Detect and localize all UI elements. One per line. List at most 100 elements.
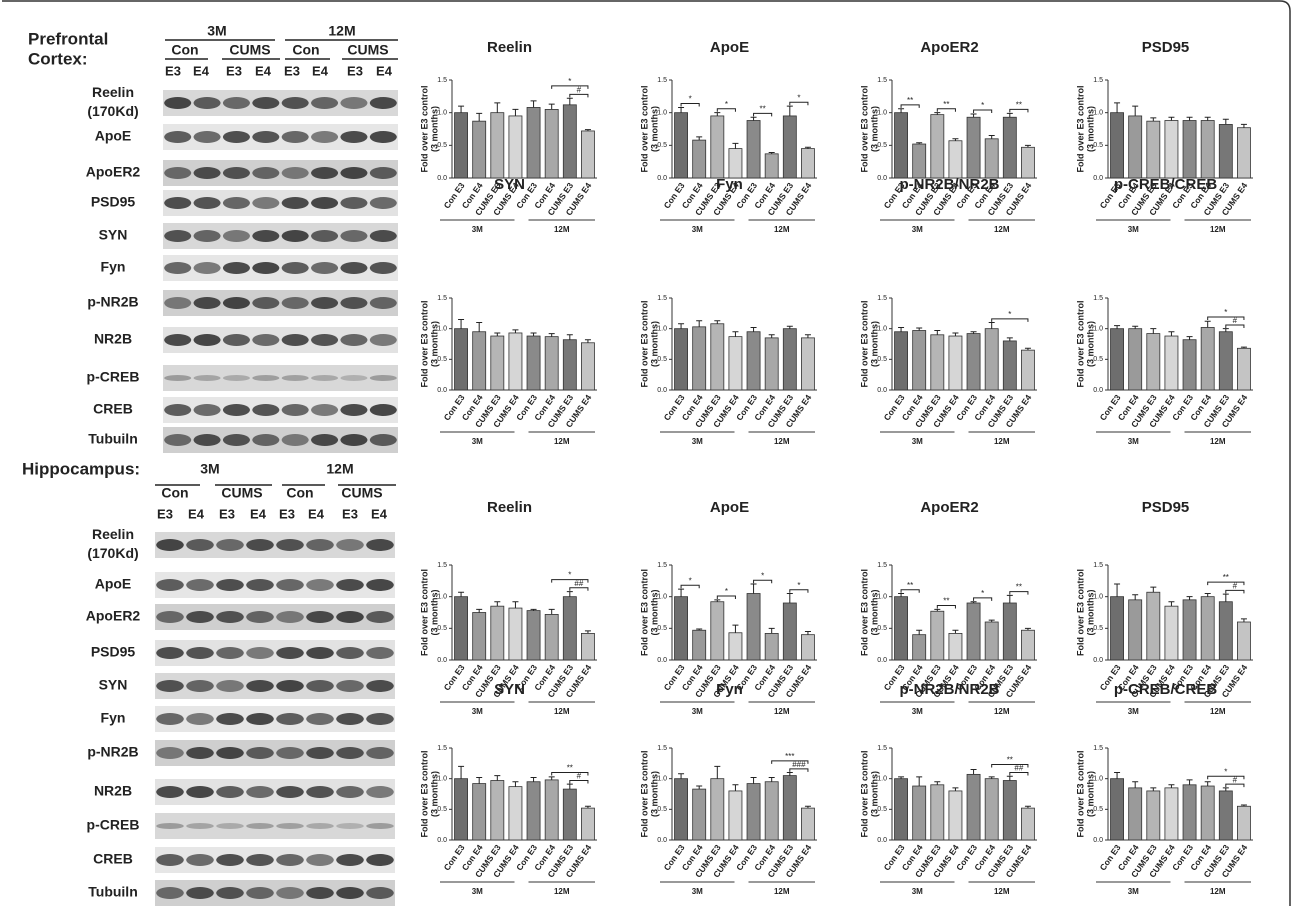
- protein-label: (170Kd): [87, 545, 138, 561]
- blot-band: [252, 334, 279, 346]
- significance-bracket: [1226, 590, 1244, 593]
- bar: [1111, 113, 1124, 178]
- significance-bracket: [1208, 317, 1244, 320]
- blot-band: [164, 375, 191, 381]
- significance-bracket: [1226, 784, 1244, 787]
- error-bar: [787, 106, 793, 116]
- y-tick-label: 0.0: [437, 657, 447, 664]
- blot-band: [306, 611, 334, 623]
- blot-band: [340, 404, 367, 416]
- blot-band: [282, 197, 309, 209]
- error-bar: [1187, 337, 1193, 340]
- error-bar: [549, 104, 555, 109]
- significance-label: *: [568, 571, 571, 580]
- error-bar: [512, 782, 518, 787]
- error-bar: [1223, 788, 1229, 791]
- blot-band: [311, 404, 338, 416]
- group-label: 3M: [1128, 437, 1139, 446]
- blot-band: [311, 167, 338, 179]
- blot-band: [370, 334, 397, 346]
- error-bar: [1114, 326, 1120, 329]
- group-label: 12M: [994, 225, 1010, 234]
- bar: [729, 149, 742, 178]
- bar: [895, 113, 908, 178]
- genotype-label: E4: [312, 63, 329, 78]
- bar: [1183, 785, 1196, 840]
- blot-band: [370, 375, 397, 381]
- bar: [783, 603, 796, 660]
- blot-band: [340, 97, 367, 109]
- protein-label: p-NR2B: [87, 744, 138, 760]
- error-bar: [898, 327, 904, 331]
- significance-bracket: [974, 110, 992, 113]
- error-bar: [916, 630, 922, 634]
- blot-band: [336, 579, 364, 591]
- y-axis-label: (3 months): [649, 321, 659, 367]
- blot-band: [370, 262, 397, 274]
- blot-band: [156, 611, 184, 623]
- error-bar: [751, 584, 757, 594]
- error-bar: [476, 113, 482, 121]
- blot-band: [366, 680, 394, 692]
- blot-band: [156, 854, 184, 866]
- blot-band: [164, 434, 191, 446]
- blot-band: [336, 823, 364, 829]
- y-axis-label: (3 months): [429, 321, 439, 367]
- blot-band: [186, 823, 214, 829]
- blot-band: [276, 680, 304, 692]
- bar: [545, 614, 558, 660]
- y-axis-label: Fold over E3 control: [859, 300, 869, 387]
- genotype-label: E3: [157, 506, 173, 521]
- bar: [985, 139, 998, 178]
- bar: [967, 603, 980, 660]
- error-bar: [549, 609, 555, 614]
- chart-title: Fyn: [716, 681, 743, 698]
- significance-bracket: [1010, 773, 1028, 776]
- group-label: 12M: [1210, 437, 1226, 446]
- bar: [491, 781, 504, 840]
- protein-label: p-CREB: [87, 369, 140, 385]
- chart-title: SYN: [494, 681, 525, 698]
- error-bar: [678, 589, 684, 597]
- bar: [693, 630, 706, 660]
- y-tick-label: 0.0: [437, 175, 447, 182]
- y-axis-label: Fold over E3 control: [639, 85, 649, 172]
- bar: [801, 635, 814, 660]
- bar: [455, 329, 468, 390]
- significance-bracket: [754, 580, 772, 583]
- bar: [1183, 340, 1196, 390]
- blot-band: [252, 262, 279, 274]
- blot-band: [194, 262, 221, 274]
- blot-band: [366, 539, 394, 551]
- y-axis-label: Fold over E3 control: [419, 569, 429, 656]
- protein-label: ApoE: [95, 576, 132, 592]
- bar: [1201, 597, 1214, 660]
- group-label: 12M: [554, 887, 570, 896]
- bar: [1183, 600, 1196, 660]
- blot-band: [366, 887, 394, 899]
- bar: [913, 144, 926, 178]
- bar: [1021, 630, 1034, 660]
- group-label: 3M: [692, 887, 703, 896]
- error-bar: [769, 628, 775, 633]
- bar: [1111, 779, 1124, 840]
- error-bar: [787, 773, 793, 776]
- blot-band: [311, 375, 338, 381]
- group-label: 12M: [554, 707, 570, 716]
- blot-band: [223, 167, 250, 179]
- error-bar: [1223, 594, 1229, 602]
- y-tick-label: 0.0: [657, 175, 667, 182]
- error-bar: [1223, 329, 1229, 332]
- genotype-label: E3: [279, 506, 295, 521]
- y-axis-label: (3 months): [869, 771, 879, 817]
- bar: [491, 606, 504, 660]
- blot-band: [306, 539, 334, 551]
- y-tick-label: 0.0: [877, 657, 887, 664]
- blot-band: [194, 434, 221, 446]
- y-tick-label: 0.0: [877, 175, 887, 182]
- y-axis-label: Fold over E3 control: [419, 300, 429, 387]
- blot-band: [156, 680, 184, 692]
- blot-band: [276, 823, 304, 829]
- blot-band: [370, 167, 397, 179]
- blot-band: [164, 97, 191, 109]
